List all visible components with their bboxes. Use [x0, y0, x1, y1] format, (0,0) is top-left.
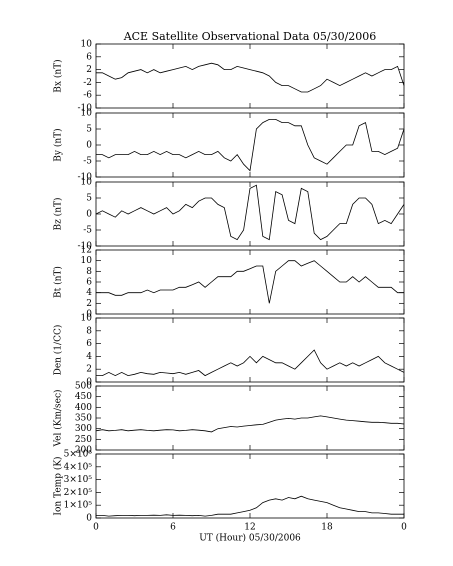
y-tick-label: 1×10⁵ — [64, 501, 93, 511]
y-tick-label: 500 — [75, 382, 92, 392]
panel-frame — [95, 249, 405, 315]
x-axis-label: UT (Hour) 05/30/2006 — [199, 533, 301, 544]
y-axis-label: Bx (nT) — [53, 59, 64, 92]
y-tick-label: 3×10⁵ — [64, 475, 93, 485]
y-tick-label: 10 — [81, 178, 93, 188]
x-tick-label: 0 — [401, 523, 407, 533]
y-tick-label: 400 — [75, 403, 92, 413]
y-tick-label: 0 — [86, 310, 92, 320]
y-tick-label: -10 — [78, 173, 93, 183]
y-tick-label: -10 — [78, 104, 93, 114]
chart-title: ACE Satellite Observational Data 05/30/2… — [123, 30, 377, 43]
y-tick-label: 8 — [86, 326, 92, 336]
y-tick-label: 2 — [86, 299, 92, 309]
y-axis-label: Vel (Km/sec) — [53, 389, 64, 447]
panel-frame — [95, 112, 405, 178]
y-tick-label: 250 — [75, 435, 92, 445]
y-tick-label: 6 — [86, 278, 92, 288]
y-tick-label: 0 — [86, 210, 92, 220]
y-tick-label: -2 — [83, 78, 92, 88]
panel-frame — [95, 43, 405, 109]
y-tick-label: 2 — [86, 365, 92, 375]
y-tick-label: 6 — [86, 52, 92, 62]
data-line — [95, 415, 405, 433]
y-tick-label: 200 — [75, 446, 92, 456]
y-tick-label: -6 — [83, 91, 92, 101]
data-line — [96, 495, 404, 517]
y-tick-label: 5 — [86, 194, 92, 204]
y-tick-label: -10 — [78, 242, 93, 252]
y-tick-label: 4 — [86, 352, 92, 362]
data-line — [96, 119, 405, 172]
y-tick-label: 6 — [86, 339, 92, 349]
panel-frame — [95, 385, 405, 451]
y-axis-label: By (nT) — [53, 128, 64, 161]
y-tick-label: 10 — [81, 40, 93, 50]
y-tick-label: 4×10⁵ — [64, 462, 93, 472]
y-tick-label: 450 — [75, 392, 92, 402]
y-tick-label: 5 — [86, 125, 92, 135]
panel-frame — [95, 181, 405, 247]
y-tick-label: 0 — [86, 514, 92, 524]
y-tick-label: 5×10⁵ — [64, 450, 93, 460]
data-line — [96, 260, 404, 304]
x-tick-label: 0 — [93, 523, 99, 533]
data-line — [95, 184, 405, 241]
y-tick-label: 8 — [86, 267, 92, 277]
panel-frame — [95, 453, 405, 519]
y-tick-label: 4 — [86, 288, 92, 298]
y-tick-label: 0 — [86, 141, 92, 151]
y-axis-label: Bz (nT) — [53, 197, 64, 230]
y-tick-label: 2 — [86, 65, 92, 75]
y-tick-label: 10 — [81, 109, 93, 119]
x-tick-label: 18 — [321, 523, 333, 533]
x-tick-label: 6 — [170, 523, 176, 533]
data-line — [96, 349, 405, 377]
y-tick-label: 10 — [81, 256, 93, 266]
y-axis-label: Den (1/CC) — [53, 325, 64, 376]
y-axis-label: Bt (nT) — [53, 266, 64, 298]
x-tick-label: 12 — [244, 523, 255, 533]
y-tick-label: 2×10⁵ — [64, 488, 93, 498]
y-tick-label: 350 — [75, 414, 92, 424]
y-tick-label: -5 — [83, 226, 92, 236]
y-tick-label: 300 — [75, 424, 92, 434]
data-line — [96, 62, 405, 93]
y-tick-label: -5 — [83, 157, 92, 167]
y-axis-label: Ion Temp (K) — [53, 456, 64, 515]
y-tick-label: 12 — [81, 246, 92, 256]
y-tick-label: 0 — [86, 378, 92, 388]
y-tick-label: 10 — [81, 314, 93, 324]
